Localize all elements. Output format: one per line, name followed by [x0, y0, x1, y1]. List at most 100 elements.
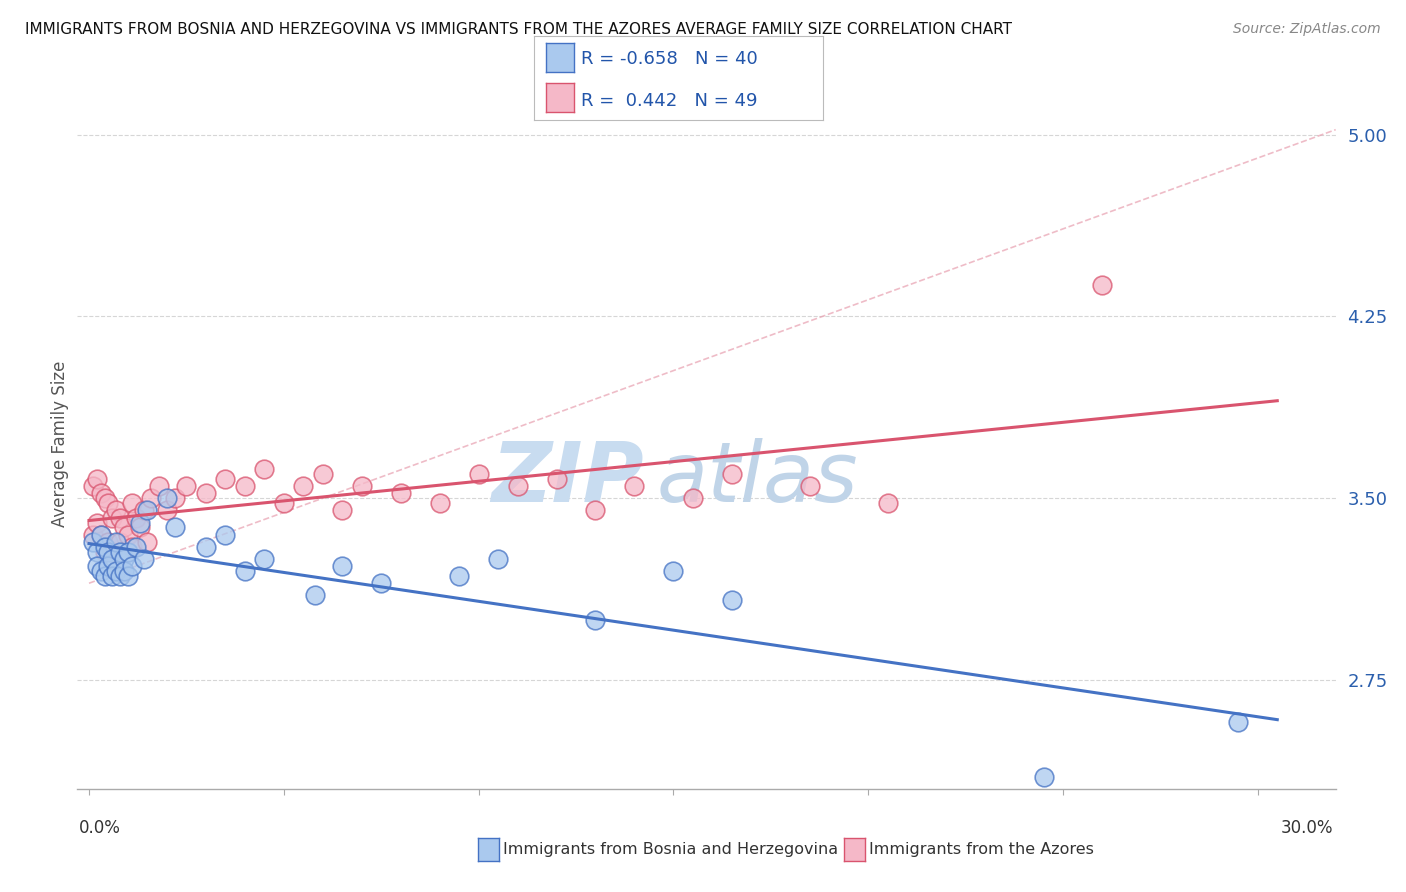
Point	[86, 472, 108, 486]
Point	[101, 569, 124, 583]
Point	[132, 552, 155, 566]
Point	[82, 535, 104, 549]
Point	[350, 479, 373, 493]
Point	[125, 510, 148, 524]
Point	[97, 545, 120, 559]
Point	[1227, 714, 1250, 729]
Point	[82, 527, 104, 541]
Point	[112, 520, 135, 534]
Text: Immigrants from Bosnia and Herzegovina: Immigrants from Bosnia and Herzegovina	[503, 842, 838, 856]
Point	[253, 462, 276, 476]
Point	[546, 472, 568, 486]
Point	[214, 472, 236, 486]
Point	[117, 545, 139, 559]
Point	[121, 540, 143, 554]
Point	[93, 491, 115, 506]
Point	[93, 540, 115, 554]
Point	[112, 564, 135, 578]
Point	[876, 496, 898, 510]
Point	[108, 569, 131, 583]
Point	[128, 516, 150, 530]
Point	[194, 486, 217, 500]
Point	[721, 593, 744, 607]
Point	[623, 479, 645, 493]
Text: 0.0%: 0.0%	[79, 819, 121, 837]
Point	[486, 552, 509, 566]
Point	[662, 564, 685, 578]
Point	[449, 569, 471, 583]
Point	[389, 486, 412, 500]
Point	[86, 559, 108, 574]
Point	[86, 545, 108, 559]
Point	[194, 540, 217, 554]
Point	[292, 479, 315, 493]
Point	[370, 576, 392, 591]
Point	[682, 491, 704, 506]
Point	[273, 496, 295, 510]
Point	[233, 479, 256, 493]
Point	[125, 540, 148, 554]
Point	[117, 527, 139, 541]
Text: ZIP: ZIP	[491, 438, 644, 519]
Point	[429, 496, 451, 510]
Point	[132, 503, 155, 517]
Text: Immigrants from the Azores: Immigrants from the Azores	[869, 842, 1094, 856]
Point	[312, 467, 335, 481]
Point	[97, 535, 120, 549]
Point	[108, 535, 131, 549]
Point	[156, 503, 179, 517]
Point	[148, 479, 170, 493]
Point	[108, 545, 131, 559]
Point	[101, 552, 124, 566]
Point	[97, 559, 120, 574]
Text: IMMIGRANTS FROM BOSNIA AND HERZEGOVINA VS IMMIGRANTS FROM THE AZORES AVERAGE FAM: IMMIGRANTS FROM BOSNIA AND HERZEGOVINA V…	[25, 22, 1012, 37]
Text: R = -0.658   N = 40: R = -0.658 N = 40	[581, 50, 758, 68]
Point	[90, 486, 112, 500]
Point	[156, 491, 179, 506]
Point	[90, 564, 112, 578]
Point	[90, 527, 112, 541]
Point	[330, 503, 353, 517]
Point	[176, 479, 198, 493]
Point	[108, 510, 131, 524]
Point	[467, 467, 489, 481]
Point	[506, 479, 529, 493]
Point	[163, 491, 186, 506]
Point	[117, 569, 139, 583]
Point	[90, 527, 112, 541]
Point	[136, 535, 159, 549]
Point	[101, 545, 124, 559]
Point	[101, 510, 124, 524]
Point	[1032, 770, 1054, 784]
Text: R =  0.442   N = 49: R = 0.442 N = 49	[581, 92, 758, 110]
Point	[214, 527, 236, 541]
Point	[304, 588, 326, 602]
Y-axis label: Average Family Size: Average Family Size	[51, 360, 69, 527]
Point	[121, 559, 143, 574]
Point	[233, 564, 256, 578]
Point	[141, 491, 163, 506]
Point	[1091, 277, 1114, 292]
Point	[105, 564, 128, 578]
Point	[330, 559, 353, 574]
Point	[105, 535, 128, 549]
Point	[93, 545, 115, 559]
Point	[721, 467, 744, 481]
Point	[799, 479, 821, 493]
Text: Source: ZipAtlas.com: Source: ZipAtlas.com	[1233, 22, 1381, 37]
Point	[163, 520, 186, 534]
Point	[86, 516, 108, 530]
Point	[93, 569, 115, 583]
Text: atlas: atlas	[657, 438, 858, 519]
Point	[105, 503, 128, 517]
Point	[97, 496, 120, 510]
Point	[253, 552, 276, 566]
Text: 30.0%: 30.0%	[1281, 819, 1333, 837]
Point	[585, 503, 607, 517]
Point	[128, 520, 150, 534]
Point	[82, 479, 104, 493]
Point	[121, 496, 143, 510]
Point	[585, 613, 607, 627]
Point	[112, 552, 135, 566]
Point	[136, 503, 159, 517]
